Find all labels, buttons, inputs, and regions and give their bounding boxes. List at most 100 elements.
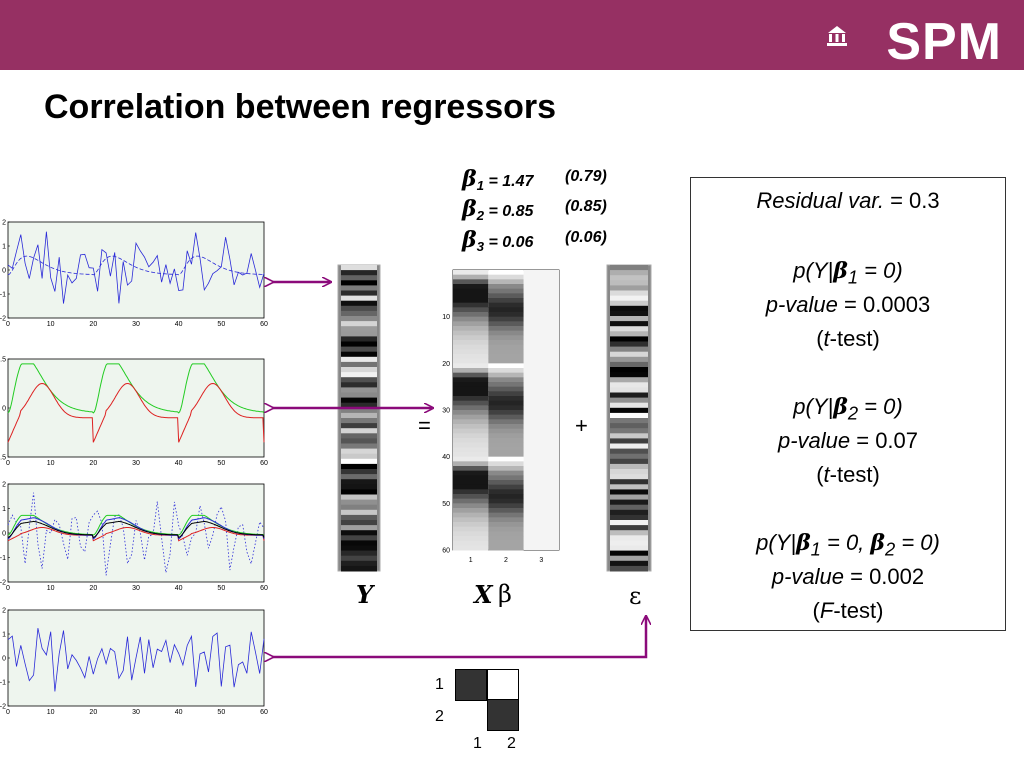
matrix-cell [488, 503, 524, 509]
matrix-cell [488, 274, 524, 280]
pvalue-1: p-value = 0.0003 [765, 292, 931, 317]
plot-frame [7, 483, 265, 583]
page-title: Correlation between regressors [44, 88, 557, 126]
matrix-cell [453, 288, 489, 294]
header-banner [0, 0, 1024, 70]
strip-cell [341, 356, 377, 363]
corr-cell-1-1 [455, 669, 487, 701]
matrix-constant-column [523, 270, 559, 550]
matrix-cell [488, 382, 524, 388]
matrix-cell [488, 438, 524, 444]
strip-cell [610, 326, 648, 332]
strip-cell [610, 331, 648, 337]
strip-cell [610, 280, 648, 286]
matrix-cell [453, 522, 489, 528]
matrix-cell [453, 377, 489, 383]
matrix-cell [453, 354, 489, 360]
matrix-cell [488, 354, 524, 360]
matrix-cell [453, 386, 489, 392]
building-icon [827, 26, 847, 46]
test-type-1: (t-test) [816, 326, 880, 351]
strip-cell [341, 275, 377, 281]
strip-cell [610, 540, 648, 546]
strip-cell [610, 351, 648, 358]
matrix-cell [453, 326, 489, 332]
strip-cell [341, 565, 377, 572]
matrix-x-tick: 2 [504, 557, 508, 564]
x-tick-label: 40 [175, 585, 183, 592]
matrix-cell [488, 536, 524, 542]
strip-cell [341, 514, 377, 521]
x-tick-label: 30 [132, 585, 140, 592]
strip-cell [341, 504, 377, 511]
strip-cell [610, 499, 648, 506]
x-tick-label: 30 [132, 321, 140, 328]
matrix-cell [488, 405, 524, 411]
matrix-cell [453, 545, 489, 551]
strip-cell [341, 525, 377, 531]
matrix-cell [488, 419, 524, 425]
matrix-cell [488, 489, 524, 495]
strip-cell [610, 316, 648, 322]
matrix-cell [488, 391, 524, 397]
regressor-2-line [7, 382, 265, 443]
matrix-cell [488, 447, 524, 453]
x-tick-label: 0 [6, 321, 10, 328]
matrix-cell [453, 470, 489, 476]
matrix-cell [488, 344, 524, 350]
x-tick-label: 20 [89, 460, 97, 467]
strip-cell [610, 290, 648, 297]
strip-cell [341, 295, 377, 302]
matrix-cell [488, 466, 524, 472]
matrix-cell [453, 517, 489, 523]
matrix-cell [488, 368, 524, 374]
strip-cell [341, 346, 377, 353]
matrix-cell [453, 414, 489, 420]
fit-plot: 210-1-20 10 20 30 40 50 60 [0, 482, 268, 593]
matrix-cell [453, 302, 489, 308]
matrix-y-tick: 40 [442, 454, 450, 461]
strip-cell [610, 372, 648, 378]
x-tick-label: 20 [89, 709, 97, 716]
y-tick-label: 0 [2, 531, 6, 538]
matrix-cell [453, 503, 489, 509]
strip-cell [341, 326, 377, 332]
matrix-cell [488, 414, 524, 420]
beta-estimate-3: β3 = 0.06 [462, 227, 534, 255]
matrix-cell [453, 531, 489, 537]
strip-cell [610, 509, 648, 516]
strip-cell [610, 412, 648, 419]
strip-cell [341, 433, 377, 439]
y-tick-label: -2 [0, 316, 6, 323]
strip-cell [610, 438, 648, 444]
matrix-cell [453, 368, 489, 374]
matrix-y-tick: 30 [442, 408, 450, 415]
arrow-residual-link [272, 617, 646, 657]
strip-cell [341, 560, 377, 567]
strip-cell [610, 285, 648, 291]
matrix-x-tick: 3 [539, 557, 543, 564]
y-tick-label: -1 [0, 680, 6, 687]
matrix-cell [488, 410, 524, 416]
x-tick-label: 40 [175, 460, 183, 467]
matrix-cell [453, 512, 489, 518]
strip-cell [341, 382, 377, 388]
y-tick-label: 1 [2, 244, 6, 251]
strip-cell [610, 474, 648, 480]
matrix-cell [453, 489, 489, 495]
strip-cell [610, 367, 648, 373]
matrix-cell [453, 293, 489, 299]
x-tick-label: 50 [217, 585, 225, 592]
matrix-cell [488, 484, 524, 490]
y-label: Y [356, 580, 374, 609]
plus-sign: + [575, 413, 588, 438]
matrix-y-tick: 10 [442, 314, 450, 321]
strip-cell [341, 310, 377, 317]
corr-row-label: 1 [435, 676, 444, 693]
y-tick-label: -1 [0, 292, 6, 299]
beta-se-1: (0.79) [565, 168, 607, 185]
data-line [7, 231, 265, 304]
matrix-y-tick: 50 [442, 501, 450, 508]
strip-cell [610, 560, 648, 567]
